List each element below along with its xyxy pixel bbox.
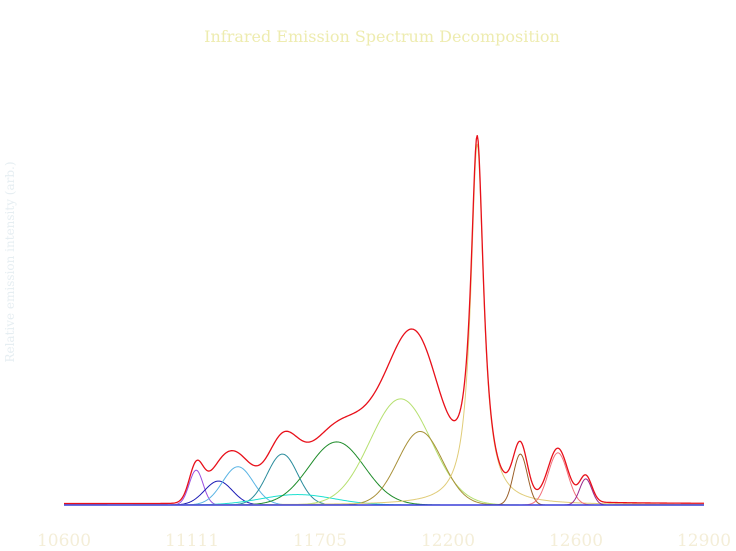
y-axis-label: Relative emission intensity (arb.): [3, 161, 17, 362]
series-curves: [64, 135, 704, 506]
component-line-9: [64, 143, 704, 506]
component-line-8: [64, 431, 704, 506]
component-line-12: [64, 478, 704, 506]
x-tick-labels: 10600 11111 11705 12200 12600 12900: [37, 531, 731, 551]
component-line-11: [64, 452, 704, 506]
component-line-1: [64, 469, 704, 506]
x-tick-label: 10600: [37, 531, 91, 551]
component-line-10: [64, 453, 704, 506]
chart-title: Infrared Emission Spectrum Decomposition: [204, 27, 560, 46]
total-line: [64, 135, 704, 505]
x-tick-label: 11705: [293, 531, 347, 551]
x-tick-label: 12900: [677, 531, 731, 551]
x-tick-label: 12200: [421, 531, 475, 551]
x-tick-label: 12600: [549, 531, 603, 551]
component-line-4: [64, 453, 704, 506]
component-line-6: [64, 441, 704, 506]
x-tick-label: 11111: [165, 531, 219, 551]
component-line-7: [64, 398, 704, 506]
